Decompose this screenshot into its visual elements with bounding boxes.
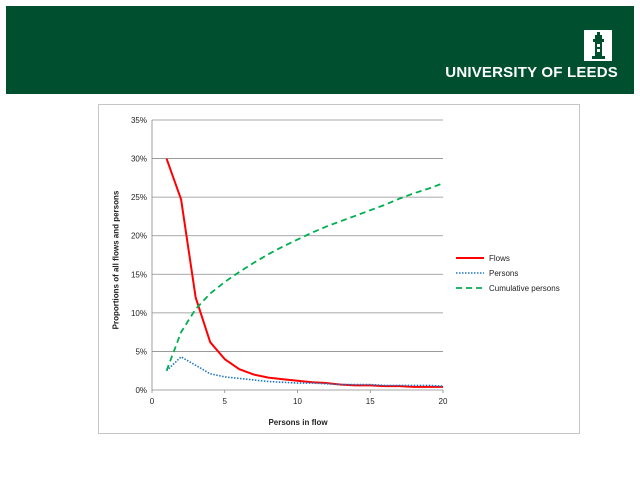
x-tick-label: 10 (293, 397, 302, 406)
x-tick-label: 0 (150, 397, 155, 406)
header-banner (6, 6, 634, 94)
university-crest-icon (584, 30, 612, 61)
x-tick-label: 15 (366, 397, 375, 406)
y-axis-label: Proportions of all flows and persons (111, 190, 121, 330)
y-tick-label: 10% (131, 309, 147, 318)
y-tick-label: 15% (131, 270, 147, 279)
legend-label-persons: Persons (489, 269, 518, 278)
y-tick-label: 30% (131, 155, 147, 164)
y-tick-label: 20% (131, 232, 147, 241)
series-line-persons (165, 356, 444, 387)
x-tick-label: 20 (439, 397, 448, 406)
x-tick-label: 5 (223, 397, 228, 406)
y-tick-label: 35% (131, 116, 147, 125)
series-line-cumulative-persons (165, 182, 444, 372)
x-axis-label: Persons in flow (268, 418, 328, 427)
legend-label-flows: Flows (489, 254, 510, 263)
legend-label-cumulative-persons: Cumulative persons (489, 284, 560, 293)
university-logo-text: UNIVERSITY OF LEEDS (445, 64, 618, 81)
chart-frame (98, 104, 580, 434)
y-tick-label: 0% (135, 386, 147, 395)
y-tick-label: 25% (131, 193, 147, 202)
y-tick-label: 5% (135, 347, 147, 356)
series-line-flows (165, 158, 443, 388)
